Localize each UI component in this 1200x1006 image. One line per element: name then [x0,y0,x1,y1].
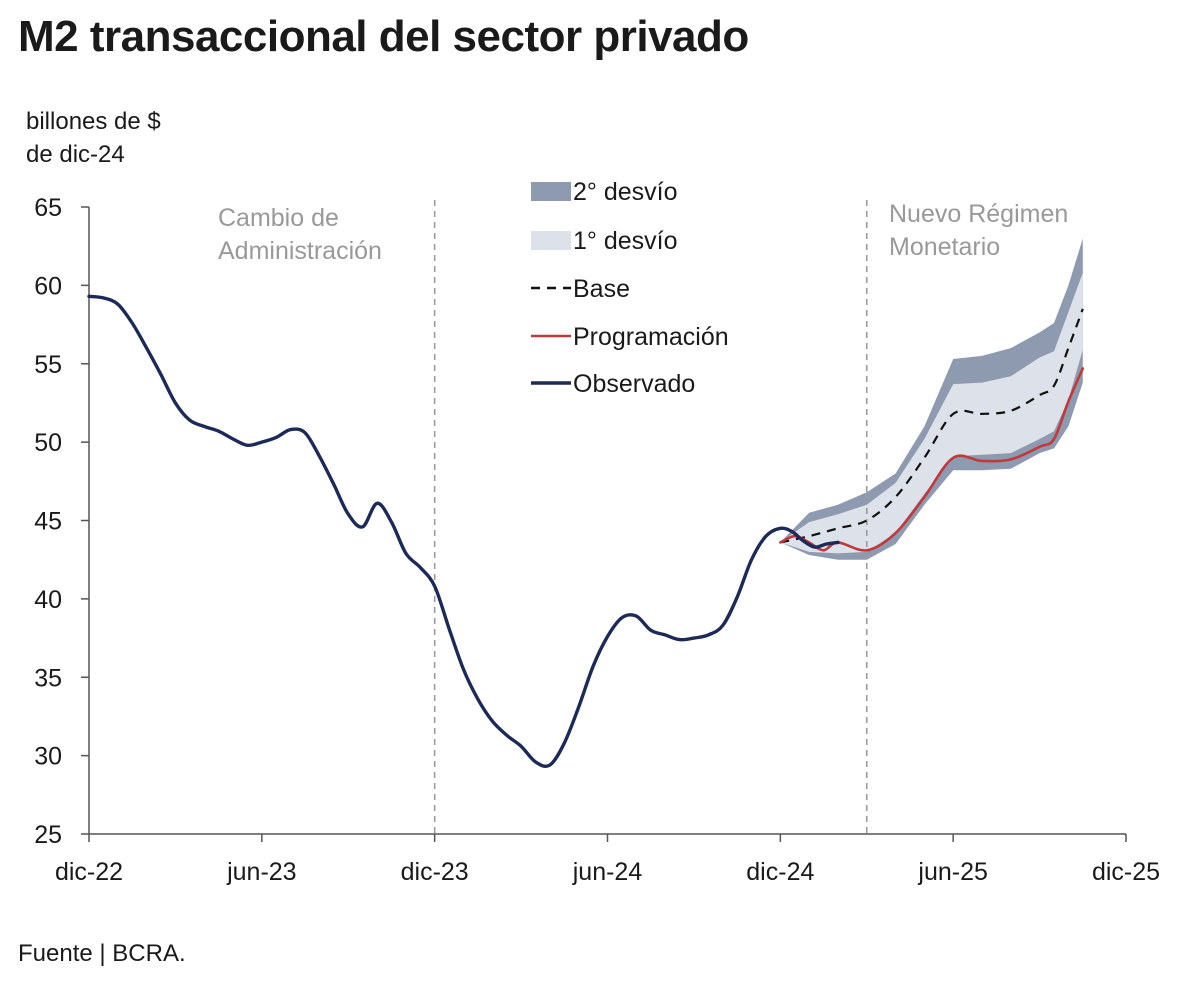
y-tick-label: 35 [34,664,62,692]
y-tick-label: 55 [34,351,62,379]
legend-label-base: Base [573,275,630,303]
annotation-1-line-1: Cambio de [218,204,339,232]
x-tick-label: dic-22 [55,858,123,886]
legend-label-observado: Observado [573,370,695,398]
series-lines [87,294,1085,769]
legend: 2° desvío 1° desvío Base Programación Observ… [531,178,729,398]
annotation-2-line-2: Monetario [889,233,1000,261]
y-tick-label: 45 [34,508,62,536]
band-1-desvio [780,272,1083,554]
legend-label-2-desvio: 2° desvío [573,178,678,206]
series-base [780,308,1084,544]
x-tick-label: jun-23 [226,858,297,886]
y-axis-unit-line-2: de dic-24 [26,141,125,168]
legend-label-1-desvio: 1° desvío [573,227,678,255]
uncertainty-bands [780,238,1083,560]
series-observado [87,294,840,769]
y-tick-label: 60 [34,272,62,300]
annotation-1-line-2: Administración [218,237,382,265]
x-tick-label: dic-24 [746,858,814,886]
x-tick-label: jun-25 [917,858,988,886]
x-tick-label: dic-23 [401,858,469,886]
y-axis-unit-line-1: billones de $ [26,108,161,135]
annotation-2-line-1: Nuevo Régimen [889,200,1068,228]
chart-title: M2 transaccional del sector privado [18,12,749,61]
x-tick-label: jun-24 [572,858,643,886]
y-tick-label: 50 [34,429,62,457]
source-note: Fuente | BCRA. [18,940,186,967]
legend-swatch-2-desvio [531,182,571,201]
axes: 25 30 35 40 45 50 55 60 65 dic-22 jun-23 dic-23 jun-… [34,194,1160,886]
event-markers [433,200,868,834]
x-tick-label: dic-25 [1092,858,1160,886]
y-tick-label: 65 [34,194,62,222]
legend-label-programacion: Programación [573,323,729,351]
y-tick-label: 25 [34,821,62,849]
legend-swatch-1-desvio [531,231,571,250]
annotations: Cambio de Administración Nuevo Régimen Mone… [218,200,1068,265]
y-tick-label: 40 [34,586,62,614]
y-tick-label: 30 [34,743,62,771]
